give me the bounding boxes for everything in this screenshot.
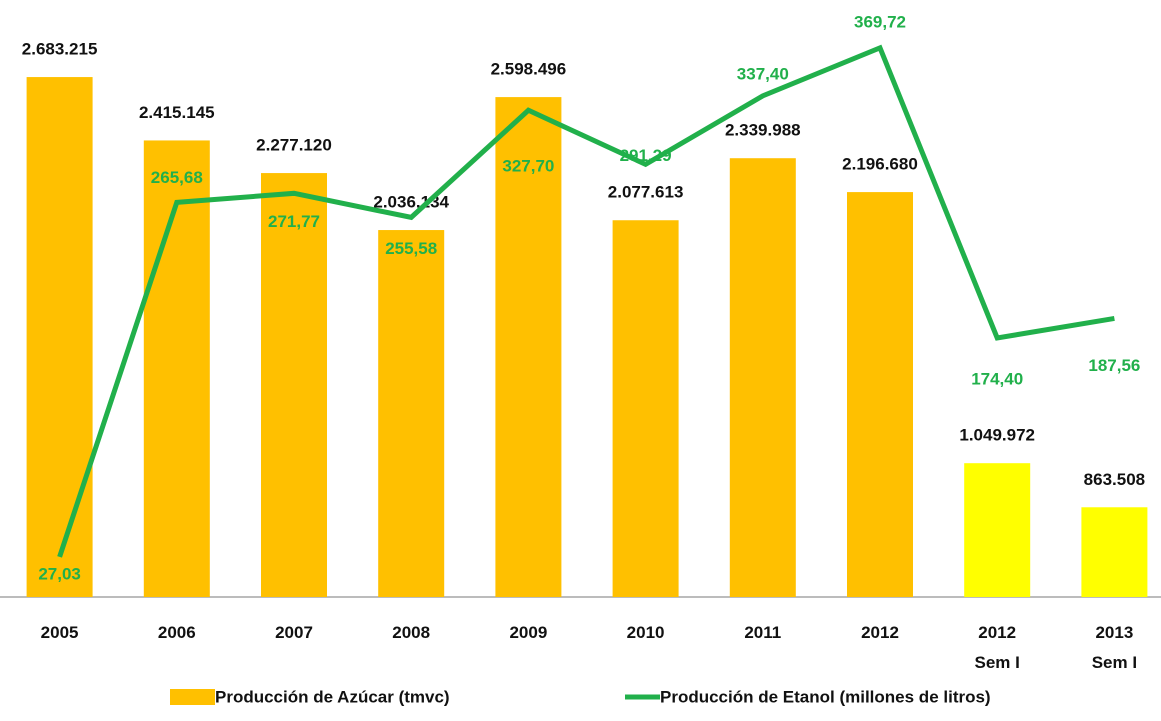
x-tick-label: 2012 Sem I: [974, 623, 1020, 672]
bar-value-label: 2.277.120: [256, 136, 332, 155]
x-tick-label: 2013 Sem I: [1091, 623, 1138, 672]
line-value-label: 27,03: [38, 564, 81, 583]
line-value-label: 174,40: [971, 369, 1023, 388]
bar-value-label: 863.508: [1084, 470, 1145, 489]
line-value-label: 265,68: [151, 168, 203, 187]
bar: [143, 140, 210, 597]
bar: [847, 192, 913, 597]
line-value-label: 271,77: [268, 212, 320, 231]
legend-swatch: [170, 689, 215, 705]
bar-value-label: 2.598.496: [491, 60, 567, 79]
x-tick-label: 2011: [744, 623, 782, 642]
x-tick-label: 2006: [157, 623, 196, 642]
line-value-label: 291,29: [620, 146, 672, 165]
line-value-label: 327,70: [502, 157, 554, 176]
legend-label: Producción de Etanol (millones de litros…: [660, 687, 991, 706]
line-value-label: 255,58: [385, 239, 437, 258]
bar: [378, 230, 445, 598]
bar: [261, 173, 327, 597]
x-tick-label: 2012: [861, 623, 899, 642]
line: [57, 44, 1115, 558]
bar-value-label: 2.683.215: [22, 40, 98, 59]
x-tick-label: 2009: [509, 623, 548, 642]
x-tick-label: 2008: [392, 623, 431, 642]
bar-value-label: 2.077.613: [608, 183, 684, 202]
x-tick-label: 2007: [275, 623, 313, 642]
bar: [26, 77, 93, 597]
line-value-label: 369,72: [854, 12, 906, 31]
bar: [612, 220, 679, 597]
x-tick-label: 2010: [626, 623, 665, 642]
bar: [1081, 507, 1148, 597]
legend-label: Producción de Azúcar (tmvc): [215, 687, 450, 706]
bar: [729, 158, 796, 597]
bar: [964, 463, 1031, 597]
bar-value-label: 2.196.680: [842, 155, 918, 174]
bar-value-label: 1.049.972: [959, 426, 1035, 445]
bar-value-label: 2.339.988: [725, 121, 801, 140]
bar-value-label: 2.415.145: [139, 103, 215, 122]
line-value-label: 337,40: [737, 64, 789, 83]
line-value-label: 187,56: [1088, 356, 1140, 375]
x-tick-label: 2005: [40, 623, 79, 642]
bar: [495, 97, 562, 597]
